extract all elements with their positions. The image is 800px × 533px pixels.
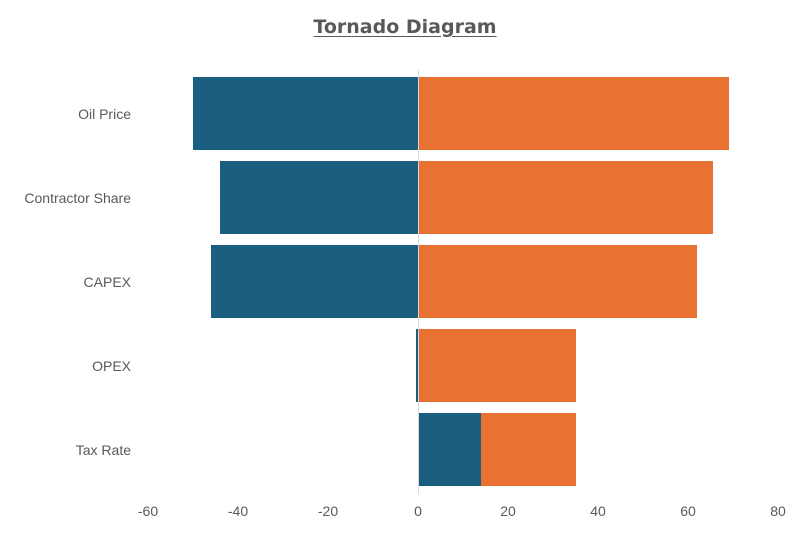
bar-low [220,161,418,234]
category-label: Tax Rate [75,441,131,458]
bar-low [211,245,418,318]
x-tick-label: 60 [680,503,696,519]
x-tick-label: 20 [500,503,516,519]
category-label: Oil Price [78,105,131,122]
category-label: CAPEX [83,273,131,290]
bar-high [418,161,713,234]
bar-low [418,413,481,486]
bar-low [415,329,418,402]
x-tick-label: -40 [227,503,249,519]
x-tick-label: -20 [317,503,339,519]
chart-title: Tornado Diagram [313,16,497,38]
bar-high [418,329,576,402]
bar-low [193,77,418,150]
zero-axis-line [418,70,419,494]
category-label: OPEX [92,357,131,374]
x-tick-label: -60 [137,503,159,519]
category-label: Contractor Share [24,189,131,206]
bar-high [418,77,729,150]
x-tick-label: 80 [770,503,786,519]
x-tick-label: 40 [590,503,606,519]
bar-high [418,245,697,318]
x-tick-label: 0 [414,503,422,519]
